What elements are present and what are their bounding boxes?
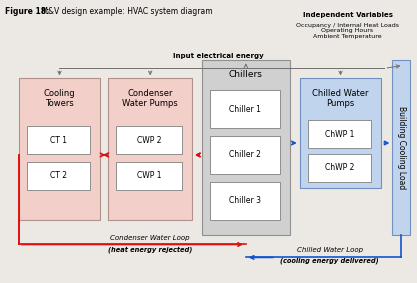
Bar: [116, 126, 182, 154]
Text: Chilled Water
Pumps: Chilled Water Pumps: [312, 89, 369, 108]
Bar: [210, 90, 280, 128]
Text: Cooling
Towers: Cooling Towers: [44, 89, 75, 108]
Text: Condenser
Water Pumps: Condenser Water Pumps: [122, 89, 178, 108]
Bar: [308, 154, 372, 182]
Text: Figure 18:: Figure 18:: [5, 7, 49, 16]
Bar: [300, 78, 382, 188]
Text: ChWP 2: ChWP 2: [325, 163, 354, 172]
Text: Input electrical energy: Input electrical energy: [173, 53, 264, 59]
Text: (heat energy rejected): (heat energy rejected): [108, 246, 192, 253]
Text: (cooling energy delivered): (cooling energy delivered): [280, 257, 379, 264]
Text: Chilled Water Loop: Chilled Water Loop: [296, 246, 363, 252]
Text: CT 1: CT 1: [50, 136, 67, 145]
Text: Independent Variables: Independent Variables: [303, 12, 392, 18]
Text: Building Cooling Load: Building Cooling Load: [397, 106, 406, 189]
Bar: [27, 126, 90, 154]
Bar: [210, 136, 280, 174]
Text: Chiller 2: Chiller 2: [229, 151, 261, 159]
Bar: [308, 120, 372, 148]
Bar: [116, 162, 182, 190]
Text: CWP 1: CWP 1: [137, 171, 161, 180]
Text: Condenser Water Loop: Condenser Water Loop: [111, 235, 190, 241]
Text: M&V design example: HVAC system diagram: M&V design example: HVAC system diagram: [38, 7, 212, 16]
Text: ChWP 1: ChWP 1: [325, 130, 354, 139]
Bar: [27, 162, 90, 190]
Bar: [210, 182, 280, 220]
Text: Occupancy / Internal Heat Loads
Operating Hours
Ambient Temperature: Occupancy / Internal Heat Loads Operatin…: [296, 23, 399, 39]
Bar: [19, 78, 100, 220]
Text: CT 2: CT 2: [50, 171, 67, 180]
Bar: [108, 78, 192, 220]
Text: Chiller 3: Chiller 3: [229, 196, 261, 205]
Text: CWP 2: CWP 2: [137, 136, 161, 145]
Bar: [392, 60, 410, 235]
Text: Chillers: Chillers: [229, 70, 263, 79]
Text: Chiller 1: Chiller 1: [229, 105, 261, 114]
Bar: [202, 60, 290, 235]
